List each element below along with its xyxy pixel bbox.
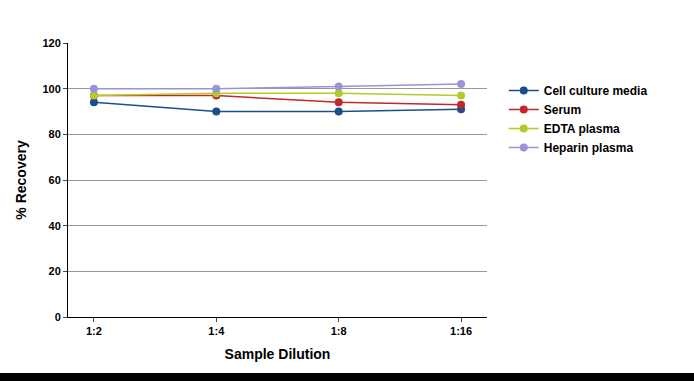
svg-text:Heparin plasma: Heparin plasma [544,141,634,155]
svg-text:EDTA plasma: EDTA plasma [544,122,620,136]
svg-text:120: 120 [42,37,60,49]
svg-text:Cell culture media: Cell culture media [544,84,648,98]
svg-text:1:8: 1:8 [331,325,347,337]
svg-text:1:4: 1:4 [208,325,225,337]
svg-text:40: 40 [49,220,61,232]
svg-text:20: 20 [49,265,61,277]
svg-text:0: 0 [55,311,61,323]
svg-text:% Recovery: % Recovery [13,140,29,220]
svg-text:1:16: 1:16 [450,325,472,337]
svg-text:80: 80 [49,128,61,140]
svg-text:Serum: Serum [544,103,581,117]
svg-text:100: 100 [42,83,60,95]
svg-text:1:2: 1:2 [86,325,102,337]
svg-text:Sample Dilution: Sample Dilution [225,346,331,362]
svg-text:60: 60 [49,174,61,186]
